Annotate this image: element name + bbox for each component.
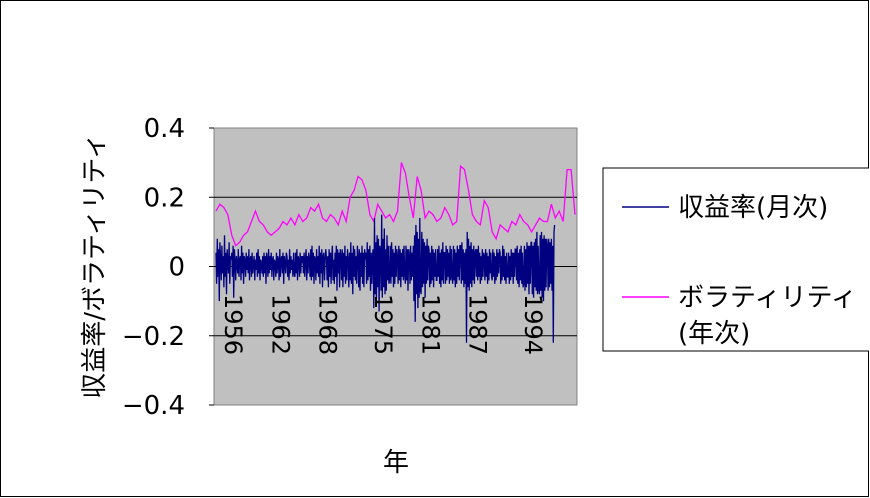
- y-tick-label: 0: [168, 253, 185, 283]
- y-tick-label: 0.4: [144, 114, 185, 144]
- x-tick-label: 1981: [416, 294, 444, 355]
- volatility-series-line: [215, 162, 576, 247]
- legend-box: [602, 167, 869, 352]
- legend-volatility-label-line-2: (年次): [678, 319, 750, 349]
- legend-volatility-label: ボラティリティ (年次): [678, 283, 865, 349]
- x-tick-label: 1962: [266, 294, 294, 355]
- legend-returns-label: 収益率(月次): [678, 193, 828, 223]
- y-axis-label: 収益率/ボラティリティ: [80, 133, 110, 399]
- y-tick-label: −0.4: [122, 391, 185, 421]
- y-axis-ticks: 0.4 0.2 0 −0.2 −0.4: [122, 114, 214, 421]
- legend: 収益率(月次) ボラティリティ (年次): [602, 167, 869, 352]
- series-layer: [215, 162, 576, 343]
- x-axis-label: 年: [383, 448, 409, 478]
- returns-series-line: [215, 214, 556, 343]
- y-tick-label: −0.2: [122, 322, 185, 352]
- x-axis-ticks: 1956 1962 1968 1975 1981 1987 1994: [219, 294, 547, 355]
- x-tick-label: 1968: [314, 294, 342, 355]
- legend-volatility-label-line-1: ボラティリティ: [678, 283, 857, 313]
- x-tick-label: 1956: [219, 294, 247, 355]
- x-tick-label: 1994: [519, 294, 547, 355]
- y-tick-label: 0.2: [144, 183, 185, 213]
- x-tick-label: 1987: [464, 294, 492, 355]
- x-tick-label: 1975: [369, 294, 397, 355]
